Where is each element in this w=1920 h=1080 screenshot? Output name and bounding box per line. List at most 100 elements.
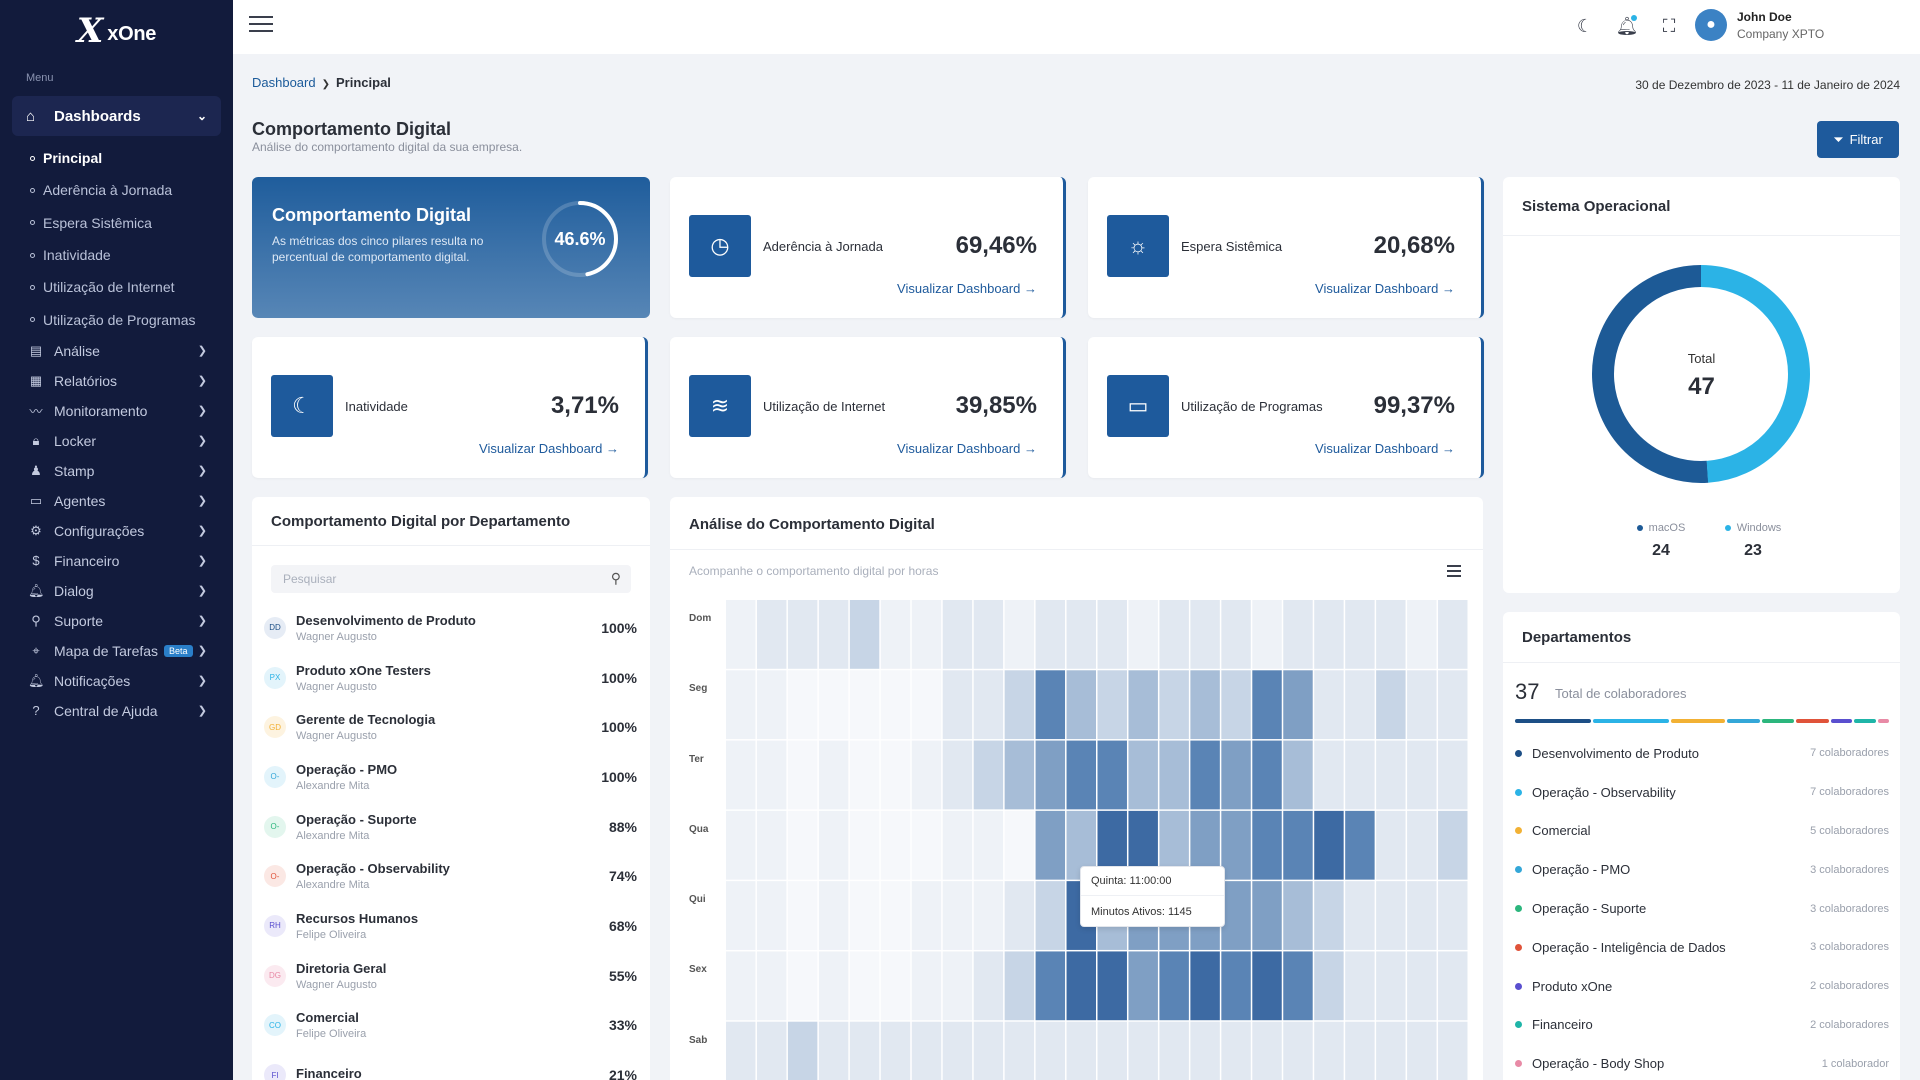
heatmap-cell[interactable]: [1283, 600, 1313, 669]
heatmap-cell[interactable]: [849, 1021, 880, 1080]
heatmap-cell[interactable]: [973, 740, 1004, 810]
sidebar-item[interactable]: 🔔︎ Notificações ❯: [0, 666, 233, 696]
heatmap-cell[interactable]: [1345, 881, 1375, 950]
heatmap-cell[interactable]: [880, 951, 911, 1021]
heatmap-cell[interactable]: [1438, 881, 1468, 950]
sidebar-subitem[interactable]: Inatividade: [0, 239, 233, 271]
heatmap-cell[interactable]: [973, 810, 1004, 880]
heatmap-cell[interactable]: [1035, 600, 1066, 669]
heatmap-cell[interactable]: [787, 670, 818, 740]
table-row[interactable]: DG Diretoria Geral Wagner Augusto 55%: [264, 951, 637, 1001]
heatmap-cell[interactable]: [1097, 670, 1127, 740]
sidebar-item[interactable]: ⌖ Mapa de Tarefas Beta ❯: [0, 636, 233, 666]
heatmap-cell[interactable]: [1190, 600, 1220, 669]
heatmap-cell[interactable]: [973, 600, 1004, 669]
view-dashboard-link[interactable]: Visualizar Dashboard →: [1315, 441, 1455, 456]
heatmap-cell[interactable]: [973, 670, 1004, 740]
heatmap-cell[interactable]: [973, 951, 1004, 1021]
heatmap-cell[interactable]: [756, 951, 787, 1021]
heatmap-cell[interactable]: [942, 1021, 973, 1080]
heatmap-cell[interactable]: [911, 670, 942, 740]
table-row[interactable]: O- Operação - Observability Alexandre Mita…: [264, 851, 637, 901]
heatmap-cell[interactable]: [1221, 951, 1251, 1021]
heatmap-cell[interactable]: [849, 951, 880, 1021]
heatmap-cell[interactable]: [1314, 951, 1344, 1021]
heatmap-cell[interactable]: [1004, 740, 1035, 810]
heatmap-cell[interactable]: [1221, 740, 1251, 810]
heatmap-cell[interactable]: [818, 740, 849, 810]
sidebar-item[interactable]: ⚙ Configurações ❯: [0, 516, 233, 546]
heatmap-cell[interactable]: [849, 810, 880, 880]
heatmap-cell[interactable]: [787, 1021, 818, 1080]
heatmap-cell[interactable]: [818, 1021, 849, 1080]
sidebar-subitem[interactable]: Aderência à Jornada: [0, 174, 233, 206]
heatmap-cell[interactable]: [880, 740, 911, 810]
heatmap-cell[interactable]: [1345, 670, 1375, 740]
heatmap-cell[interactable]: [1252, 600, 1282, 669]
notifications-icon[interactable]: 🔔︎: [1615, 15, 1639, 36]
view-dashboard-link[interactable]: Visualizar Dashboard →: [1315, 281, 1455, 296]
heatmap-cell[interactable]: [1345, 951, 1375, 1021]
list-item[interactable]: Operação - Suporte 3 colaboradores: [1515, 889, 1889, 928]
heatmap-cell[interactable]: [1314, 1021, 1344, 1080]
heatmap-cell[interactable]: [1066, 951, 1096, 1021]
heatmap-cell[interactable]: [942, 881, 973, 950]
app-logo[interactable]: X xOne: [0, 0, 233, 62]
heatmap-cell[interactable]: [1035, 810, 1066, 880]
heatmap-cell[interactable]: [1190, 951, 1220, 1021]
heatmap-cell[interactable]: [1314, 670, 1344, 740]
heatmap-cell[interactable]: [1438, 1021, 1468, 1080]
sidebar-subitem[interactable]: Utilização de Internet: [0, 271, 233, 303]
heatmap-cell[interactable]: [1004, 1021, 1035, 1080]
search-icon[interactable]: ⚲: [610, 570, 621, 586]
sidebar-group-dashboards[interactable]: ⌂ Dashboards ⌄: [12, 96, 221, 136]
sidebar-item[interactable]: ♟ Stamp ❯: [0, 456, 233, 486]
heatmap-cell[interactable]: [911, 1021, 942, 1080]
sidebar-item[interactable]: ▤ Análise ❯: [0, 336, 233, 366]
heatmap-cell[interactable]: [942, 670, 973, 740]
chart-menu-icon[interactable]: [1447, 565, 1461, 577]
heatmap-cell[interactable]: [787, 600, 818, 669]
heatmap-cell[interactable]: [1438, 670, 1468, 740]
heatmap-cell[interactable]: [1376, 1021, 1406, 1080]
table-row[interactable]: GD Gerente de Tecnologia Wagner Augusto 100…: [264, 702, 637, 752]
table-row[interactable]: DD Desenvolvimento de Produto Wagner Augus…: [264, 603, 637, 653]
list-item[interactable]: Operação - Inteligência de Dados 3 colabo…: [1515, 928, 1889, 967]
heatmap-cell[interactable]: [1252, 810, 1282, 880]
sidebar-subitem[interactable]: Principal: [0, 142, 233, 174]
heatmap-cell[interactable]: [849, 600, 880, 669]
sidebar-subitem[interactable]: Utilização de Programas: [0, 303, 233, 335]
heatmap-cell[interactable]: [1345, 1021, 1375, 1080]
heatmap-cell[interactable]: [1004, 670, 1035, 740]
view-dashboard-link[interactable]: Visualizar Dashboard →: [479, 441, 619, 456]
heatmap-cell[interactable]: [1376, 670, 1406, 740]
heatmap-cell[interactable]: [1314, 810, 1344, 880]
heatmap-cell[interactable]: [756, 670, 787, 740]
heatmap-cell[interactable]: [1345, 600, 1375, 669]
heatmap-cell[interactable]: [911, 600, 942, 669]
heatmap-cell[interactable]: [1221, 600, 1251, 669]
heatmap-cell[interactable]: [880, 881, 911, 950]
heatmap-cell[interactable]: [1376, 740, 1406, 810]
heatmap-cell[interactable]: [1407, 1021, 1437, 1080]
heatmap-cell[interactable]: [1066, 670, 1096, 740]
heatmap-cell[interactable]: [1159, 1021, 1189, 1080]
heatmap-cell[interactable]: [880, 600, 911, 669]
list-item[interactable]: Operação - Observability 7 colaboradores: [1515, 773, 1889, 812]
heatmap-cell[interactable]: [1283, 740, 1313, 810]
sidebar-item[interactable]: 〰 Monitoramento ❯: [0, 396, 233, 426]
heatmap-cell[interactable]: [1221, 810, 1251, 880]
heatmap-cell[interactable]: [1376, 810, 1406, 880]
sidebar-item[interactable]: ▭ Agentes ❯: [0, 486, 233, 516]
heatmap-cell[interactable]: [787, 951, 818, 1021]
list-item[interactable]: Operação - Body Shop 1 colaborador: [1515, 1044, 1889, 1080]
table-row[interactable]: RH Recursos Humanos Felipe Oliveira 68%: [264, 901, 637, 951]
search-input[interactable]: [271, 565, 581, 593]
heatmap-cell[interactable]: [1376, 951, 1406, 1021]
heatmap-cell[interactable]: [1004, 951, 1035, 1021]
heatmap-cell[interactable]: [1097, 740, 1127, 810]
sidebar-item[interactable]: 🔔︎ Dialog ❯: [0, 576, 233, 606]
table-row[interactable]: O- Operação - PMO Alexandre Mita 100%: [264, 752, 637, 802]
heatmap-cell[interactable]: [1159, 670, 1189, 740]
heatmap-cell[interactable]: [1407, 951, 1437, 1021]
